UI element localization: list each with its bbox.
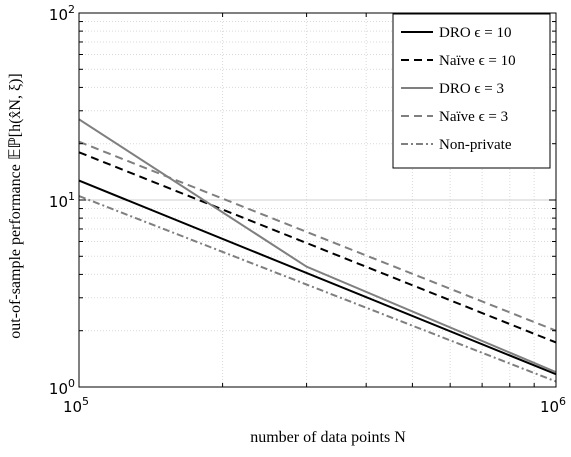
tick-labels: 105 106 100 101 102 <box>49 3 566 416</box>
legend: DRO ϵ = 10 Naïve ϵ = 10 DRO ϵ = 3 Naïve ϵ =… <box>392 13 551 169</box>
x-tick-label: 105 <box>63 395 89 416</box>
legend-box <box>392 13 551 169</box>
x-tick-label: 106 <box>540 395 566 416</box>
series-line-3 <box>78 118 557 374</box>
x-axis-title: number of data points N <box>250 429 406 446</box>
x-axis-title-text: number of data points N <box>250 429 406 446</box>
legend-label: DRO ϵ = 10 <box>439 25 511 41</box>
legend-label: Non-private <box>439 137 512 153</box>
y-tick-label: 100 <box>49 377 75 398</box>
legend-label: DRO ϵ = 3 <box>439 81 504 97</box>
series-line-5 <box>78 195 557 383</box>
series-line-2 <box>78 151 557 344</box>
y-axis-title: out-of-sample performance 𝔼ℙ[h(x̂N, ξ)] <box>7 73 24 338</box>
series-line-1 <box>78 179 557 376</box>
y-tick-label: 102 <box>49 3 75 24</box>
series-line-4 <box>78 140 557 332</box>
series-layer <box>78 118 557 383</box>
legend-label: Naïve ϵ = 3 <box>439 109 508 125</box>
legend-label: Naïve ϵ = 10 <box>439 53 516 69</box>
y-tick-label: 101 <box>49 190 75 211</box>
y-axis-title-text: out-of-sample performance 𝔼ℙ[h(x̂N, ξ)] <box>7 73 24 338</box>
